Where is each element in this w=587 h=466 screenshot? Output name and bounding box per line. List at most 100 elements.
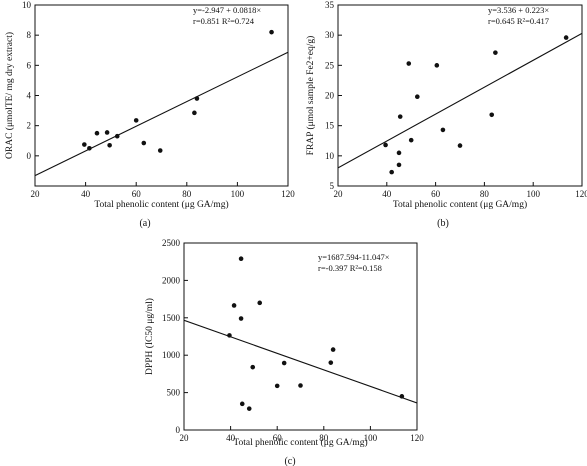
x-tick-label: 100 — [364, 433, 378, 443]
regression-line — [338, 32, 582, 169]
x-tick-label: 100 — [231, 189, 245, 199]
x-tick-label: 80 — [480, 189, 490, 199]
x-tick-label: 80 — [182, 189, 192, 199]
x-tick-label: 20 — [334, 189, 344, 199]
x-tick-label: 80 — [319, 433, 329, 443]
data-point — [406, 61, 412, 66]
y-axis-label: DPPH (IC50 μg/ml) — [144, 298, 155, 375]
x-tick-label: 120 — [575, 189, 587, 199]
equation-label: y=1687.594-11.047× — [318, 252, 390, 262]
data-point — [397, 114, 403, 119]
data-point — [563, 35, 569, 40]
regression-line — [35, 51, 288, 177]
y-tick-label: 10 — [22, 0, 32, 10]
data-point — [269, 29, 274, 35]
equation-label: y=3.536 + 0.223× — [488, 5, 549, 15]
x-tick-label: 60 — [132, 189, 142, 199]
correlation-label: r=0.851 R²=0.724 — [193, 16, 255, 26]
y-tick-label: 25 — [325, 60, 335, 70]
data-point — [328, 360, 334, 365]
y-tick-label: 35 — [325, 0, 335, 10]
x-axis-label: Total phenolic content (μg GA/mg) — [94, 199, 228, 210]
data-point — [194, 96, 200, 101]
chart-panel-2: 20 40 60 80 100 120 5 10 15 20 25 30 35 y=3.536 + 0.2… — [305, 0, 587, 229]
y-tick-label: 500 — [167, 388, 181, 398]
plot-frame — [34, 4, 289, 187]
data-point — [104, 130, 110, 135]
x-axis-label: Total phenolic content (μg GA/mg) — [233, 437, 367, 448]
data-point — [157, 148, 163, 153]
y-tick-label: 8 — [27, 30, 32, 40]
x-tick-label: 20 — [180, 433, 190, 443]
data-point — [399, 394, 405, 399]
y-tick-label: 2 — [27, 121, 32, 131]
equation-label: y=-2.947 + 0.0818× — [193, 5, 261, 15]
data-point — [192, 110, 197, 116]
y-tick-label: 5 — [330, 181, 335, 191]
plot-frame — [183, 242, 418, 431]
data-point — [396, 162, 402, 168]
data-point — [231, 303, 237, 308]
x-axis-label: Total phenolic content (μg GA/mg) — [393, 199, 527, 210]
x-tick-label: 40 — [226, 433, 236, 443]
x-tick-label: 120 — [281, 189, 295, 199]
data-point — [489, 112, 495, 118]
x-tick-label: 100 — [526, 189, 540, 199]
data-point — [434, 63, 440, 68]
y-tick-label: 0 — [176, 425, 181, 435]
x-tick-label: 60 — [431, 189, 441, 199]
y-tick-label: 1500 — [162, 313, 181, 323]
x-tick-label: 60 — [273, 433, 283, 443]
data-point — [141, 140, 147, 146]
data-point — [238, 316, 244, 321]
panel-caption: (c) — [284, 456, 295, 466]
data-point — [396, 150, 402, 156]
data-point — [298, 383, 303, 388]
y-tick-label: 4 — [27, 91, 32, 101]
data-point — [114, 133, 120, 139]
y-tick-label: 15 — [325, 121, 335, 131]
correlation-label: r=-0.397 R²=0.158 — [318, 263, 382, 273]
data-point — [239, 401, 245, 407]
data-point — [257, 300, 263, 306]
data-point — [107, 142, 112, 148]
y-tick-label: 20 — [325, 91, 335, 101]
y-tick-label: 2500 — [162, 238, 181, 248]
y-axis-label: FRAP (μmol sample Fe2+eq/g) — [305, 36, 316, 156]
data-point — [415, 94, 420, 100]
data-point — [457, 143, 463, 148]
data-point — [408, 137, 414, 143]
y-tick-label: 10 — [325, 151, 335, 161]
x-tick-label: 40 — [382, 189, 392, 199]
y-tick-label: 30 — [325, 30, 335, 40]
data-point — [250, 364, 256, 370]
data-point — [440, 127, 446, 133]
data-point — [246, 406, 252, 411]
correlation-label: r=0.645 R²=0.417 — [488, 16, 549, 26]
data-point — [227, 333, 232, 338]
x-tick-label: 40 — [81, 189, 91, 199]
y-tick-label: 1000 — [162, 350, 181, 360]
data-point — [389, 169, 394, 175]
data-point — [82, 142, 87, 147]
data-point — [330, 347, 336, 352]
data-point — [133, 118, 139, 123]
x-tick-label: 120 — [410, 433, 424, 443]
chart-panel-1: 20 40 60 80 100 120 0 2 4 6 8 10 y=-2.947 + 0.0818×r… — [4, 0, 295, 229]
chart-panel-3: 20 40 60 80 100 120 0 500 1000 1500 2000 2500 y=1687… — [144, 238, 424, 466]
panel-caption: (b) — [437, 218, 449, 229]
data-point — [238, 256, 244, 262]
data-point — [493, 50, 498, 55]
y-tick-label: 0 — [27, 151, 32, 161]
panel-caption: (a) — [139, 218, 150, 229]
y-tick-label: 6 — [27, 60, 32, 70]
data-point — [281, 360, 287, 366]
y-tick-label: 2000 — [162, 275, 181, 285]
plot-frame — [337, 4, 583, 187]
data-point — [94, 130, 100, 136]
data-point — [87, 145, 92, 151]
regression-line — [184, 319, 417, 404]
x-tick-label: 20 — [31, 189, 41, 199]
data-point — [383, 142, 388, 148]
